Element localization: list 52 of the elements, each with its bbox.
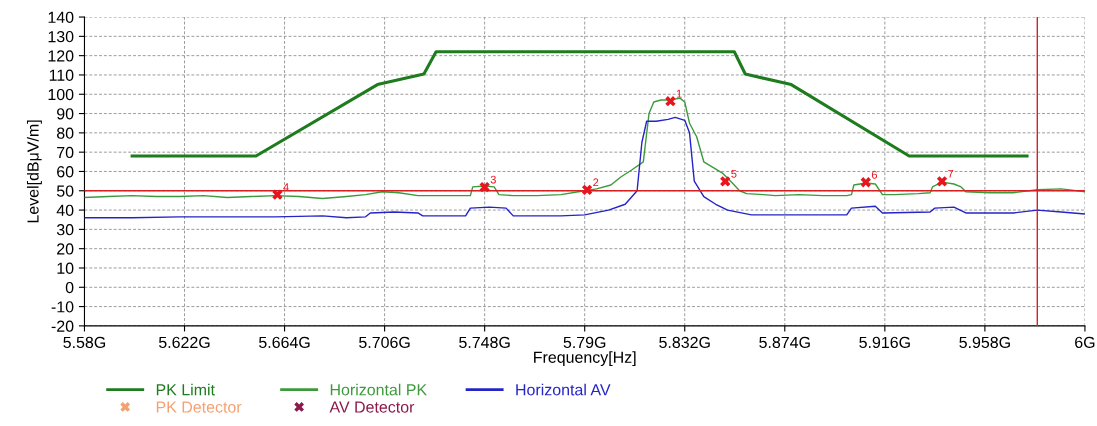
x-tick-label: 5.79G: [563, 336, 606, 349]
x-tick-label: 5.832G: [659, 336, 710, 349]
x-tick-label: 5.664G: [259, 336, 310, 349]
x-tick-label: 5.622G: [158, 336, 210, 349]
y-tick-label: 40: [56, 204, 74, 217]
y-tick-label: 60: [57, 166, 74, 178]
legend-label: Horizontal PK: [330, 383, 427, 396]
x-tick-label: 5.706G: [359, 336, 410, 349]
y-tick-label: 50: [56, 185, 74, 197]
point: [479, 181, 490, 193]
legend-label: PK Limit: [156, 383, 215, 396]
y-tick-label: 130: [48, 30, 74, 43]
y-tick-label: -10: [51, 301, 74, 313]
y-tick-label: 20: [57, 243, 74, 255]
point: [581, 184, 593, 195]
annotation: 5: [731, 169, 737, 178]
annotation: 7: [948, 169, 954, 178]
x-tick-label: 5.874G: [759, 336, 810, 349]
x-axis-title: Frequency[Hz]: [534, 351, 636, 367]
y-tick-label: 10: [57, 262, 74, 274]
y-tick-label: -20: [51, 320, 74, 332]
x-tick-label: 6G: [1075, 336, 1095, 349]
y-axis-title: Level[dBμV/m]: [26, 120, 42, 223]
legend-label: Horizontal AV: [516, 383, 611, 396]
y-tick-label: 140: [48, 11, 74, 23]
point: [936, 176, 948, 187]
legend-label: PK Detector: [156, 401, 242, 413]
x-tick-label: 5.958G: [959, 336, 1010, 349]
y-tick-label: 120: [48, 50, 74, 62]
annotation: 2: [593, 178, 599, 187]
line-series: [84, 97, 1085, 200]
x-tick-label: 5.916G: [859, 336, 910, 349]
annotation: 1: [676, 89, 682, 98]
point: [665, 96, 676, 107]
y-tick-label: 80: [56, 127, 74, 139]
annotation: 4: [283, 183, 289, 191]
line-series: [130, 50, 1029, 158]
y-tick-label: 30: [56, 224, 74, 236]
y-tick-label: 0: [65, 281, 74, 294]
point: [720, 176, 731, 187]
line-series: [84, 116, 1085, 219]
annotation: 3: [490, 175, 496, 184]
y-tick-label: 70: [57, 146, 74, 159]
point: [272, 189, 283, 200]
point: [860, 177, 871, 188]
y-tick-label: 110: [49, 69, 74, 81]
x-tick-label: 5.748G: [459, 336, 510, 349]
annotation: 6: [871, 170, 878, 179]
y-tick-label: 100: [48, 88, 74, 101]
x-tick-label: 5.58G: [63, 336, 106, 349]
legend-label: AV Detector: [329, 401, 415, 413]
y-tick-label: 90: [57, 108, 74, 120]
